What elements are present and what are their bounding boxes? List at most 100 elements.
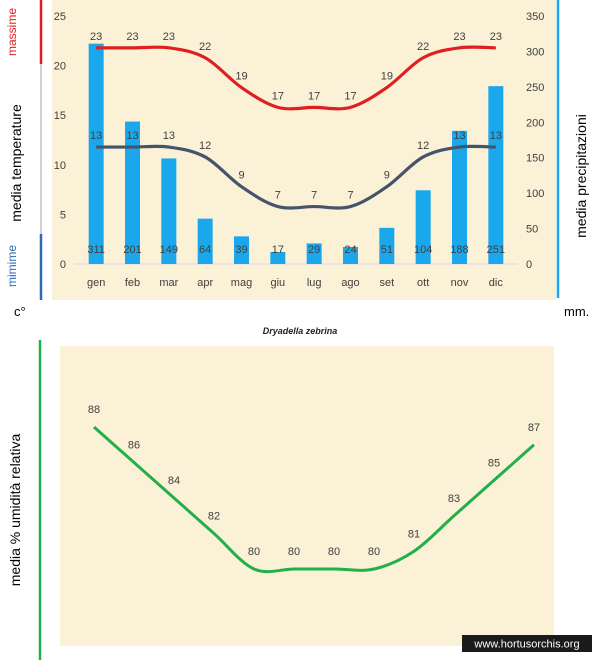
precipitation-data-label: 51 bbox=[381, 244, 393, 256]
x-tick-label: ott bbox=[417, 277, 429, 289]
x-tick-label: gen bbox=[87, 277, 105, 289]
humidity-line bbox=[93, 425, 535, 574]
max-data-label: 23 bbox=[163, 31, 175, 43]
max-data-label: 23 bbox=[126, 31, 138, 43]
humidity-data-label: 80 bbox=[368, 546, 380, 558]
legend-min-label: mimime bbox=[5, 245, 19, 287]
precipitation-bar bbox=[270, 251, 286, 264]
humidity-data-label: 88 bbox=[88, 404, 100, 416]
max-data-label: 23 bbox=[453, 31, 465, 43]
precipitation-data-label: 311 bbox=[87, 244, 105, 256]
humidity-data-label: 83 bbox=[448, 493, 460, 505]
precipitation-bar bbox=[125, 121, 140, 264]
humidity-chart-background bbox=[60, 346, 554, 646]
min-data-label: 7 bbox=[347, 190, 353, 202]
min-data-label: 9 bbox=[384, 170, 390, 182]
left-tick-label: 0 bbox=[60, 259, 66, 271]
x-tick-label: feb bbox=[125, 277, 140, 289]
humidity-chart: 88 86 84 82 80 80 80 80 81 83 85 87 bbox=[88, 404, 540, 574]
precipitation-bar bbox=[88, 43, 104, 265]
legend-max-label: massime bbox=[5, 8, 19, 56]
left-tick-label: 5 bbox=[60, 209, 66, 221]
precipitation-data-label: 149 bbox=[160, 244, 178, 256]
left-tick-label: 25 bbox=[54, 11, 66, 23]
x-tick-label: mag bbox=[231, 277, 252, 289]
right-unit-label: mm. bbox=[564, 304, 589, 319]
left-unit-label: c° bbox=[14, 304, 26, 319]
min-data-label: 13 bbox=[453, 130, 465, 142]
x-tick-label: lug bbox=[307, 277, 322, 289]
right-tick-label: 150 bbox=[526, 153, 544, 165]
max-data-label: 17 bbox=[308, 90, 320, 102]
humidity-data-label: 84 bbox=[168, 475, 180, 487]
max-data-label: 17 bbox=[344, 90, 356, 102]
watermark: www.hortusorchis.org bbox=[473, 639, 579, 651]
humidity-data-label: 80 bbox=[248, 546, 260, 558]
precipitation-bar bbox=[197, 218, 213, 264]
precipitation-data-label: 17 bbox=[272, 244, 284, 256]
min-temperature-line bbox=[96, 144, 496, 210]
humidity-data-label: 80 bbox=[288, 546, 300, 558]
x-tick-label: mar bbox=[159, 277, 178, 289]
x-tick-label: ago bbox=[341, 277, 359, 289]
right-axis-title: media precipitazioni bbox=[573, 114, 589, 238]
right-tick-label: 100 bbox=[526, 188, 544, 200]
max-temperature-line bbox=[96, 45, 496, 111]
max-data-label: 22 bbox=[199, 41, 211, 53]
right-tick-label: 0 bbox=[526, 259, 532, 271]
left-axis-title: media temperature bbox=[8, 104, 24, 222]
min-data-label: 13 bbox=[126, 130, 138, 142]
min-data-label: 7 bbox=[311, 190, 317, 202]
right-tick-label: 350 bbox=[526, 11, 544, 23]
min-data-label: 7 bbox=[275, 190, 281, 202]
x-tick-label: giu bbox=[270, 277, 285, 289]
max-data-label: 22 bbox=[417, 41, 429, 53]
left-tick-label: 20 bbox=[54, 61, 66, 73]
precipitation-data-label: 188 bbox=[450, 244, 468, 256]
right-tick-label: 200 bbox=[526, 117, 544, 129]
watermark-background bbox=[462, 635, 592, 652]
x-tick-label: apr bbox=[197, 277, 213, 289]
min-data-label: 13 bbox=[490, 130, 502, 142]
min-data-label: 12 bbox=[417, 140, 429, 152]
max-data-label: 19 bbox=[381, 71, 393, 83]
humidity-data-label: 86 bbox=[128, 440, 140, 452]
humidity-axis-title: media % umidità relativa bbox=[7, 434, 23, 587]
humidity-data-label: 82 bbox=[208, 511, 220, 523]
precipitation-bar bbox=[415, 190, 431, 264]
left-tick-label: 15 bbox=[54, 110, 66, 122]
precipitation-data-label: 29 bbox=[308, 244, 320, 256]
precipitation-bar bbox=[161, 158, 177, 264]
right-tick-label: 300 bbox=[526, 46, 544, 58]
max-data-label: 19 bbox=[235, 71, 247, 83]
precipitation-data-label: 39 bbox=[235, 244, 247, 256]
min-data-label: 9 bbox=[238, 170, 244, 182]
precipitation-bar bbox=[488, 86, 504, 264]
max-data-label: 23 bbox=[490, 31, 502, 43]
precipitation-bar bbox=[234, 236, 249, 264]
humidity-data-label: 85 bbox=[488, 457, 500, 469]
min-data-label: 12 bbox=[199, 140, 211, 152]
precipitation-bar bbox=[306, 243, 322, 264]
min-data-label: 13 bbox=[163, 130, 175, 142]
x-tick-label: dic bbox=[489, 277, 504, 289]
left-tick-label: 10 bbox=[54, 160, 66, 172]
precipitation-data-label: 64 bbox=[199, 244, 211, 256]
humidity-data-label: 80 bbox=[328, 546, 340, 558]
max-data-label: 23 bbox=[90, 31, 102, 43]
humidity-data-label: 87 bbox=[528, 422, 540, 434]
right-tick-label: 50 bbox=[526, 224, 538, 236]
precipitation-bar bbox=[343, 246, 358, 264]
precipitation-bar bbox=[452, 130, 467, 264]
precipitation-data-label: 251 bbox=[487, 244, 505, 256]
right-tick-label: 250 bbox=[526, 82, 544, 94]
species-name: Dryadella zebrina bbox=[263, 326, 338, 336]
x-tick-label: nov bbox=[451, 277, 469, 289]
humidity-data-label: 81 bbox=[408, 528, 420, 540]
precipitation-data-label: 104 bbox=[414, 244, 432, 256]
x-tick-label: set bbox=[379, 277, 394, 289]
precipitation-bar bbox=[379, 227, 395, 264]
precipitation-data-label: 201 bbox=[123, 244, 141, 256]
